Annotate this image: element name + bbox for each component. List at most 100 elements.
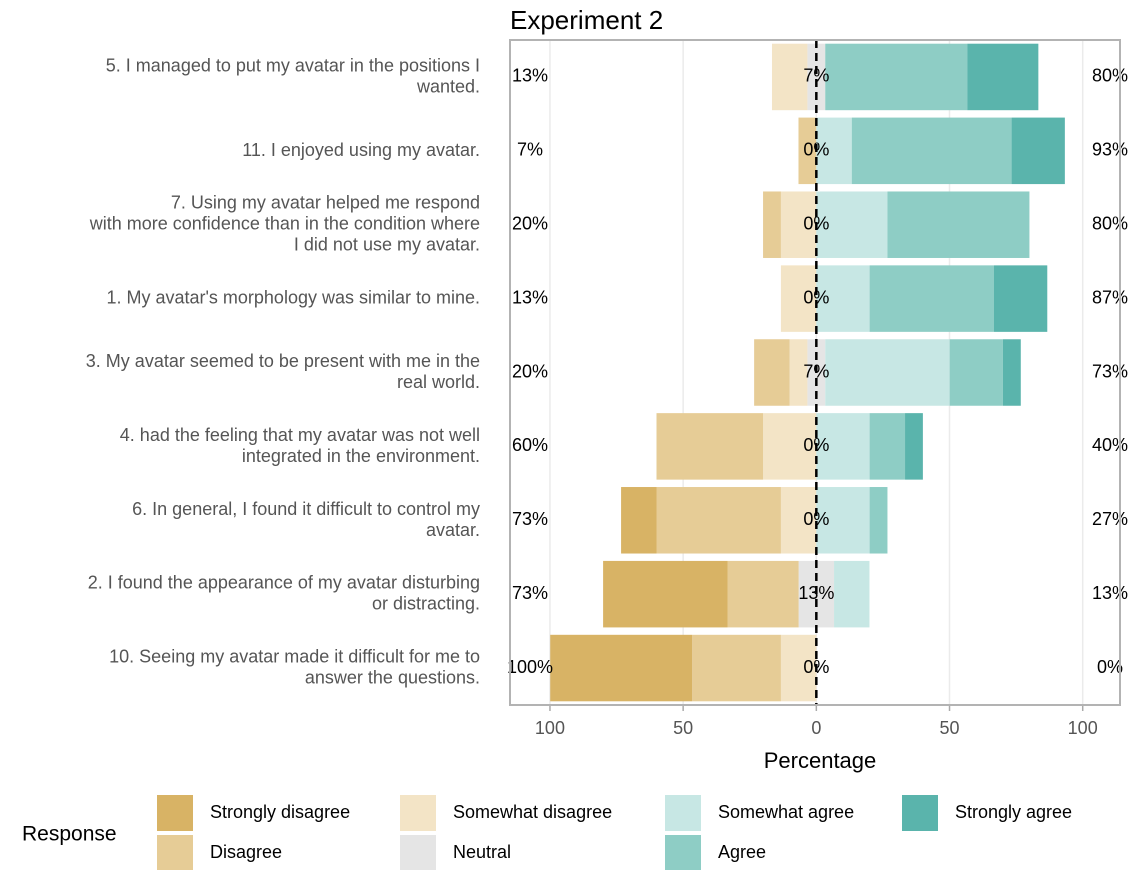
category-label-line: integrated in the environment. [242,446,480,466]
bar-segment [771,43,808,111]
category-label-line: I did not use my avatar. [294,234,480,254]
right-percent-label: 73% [1092,361,1128,381]
x-tick-label: 0 [811,718,821,738]
x-tick-label: 50 [940,718,960,738]
right-percent-label: 0% [1097,657,1123,677]
left-percent-label: 73% [512,583,548,603]
left-percent-label: 60% [512,435,548,455]
right-percent-label: 87% [1092,287,1128,307]
category-label-line: 3. My avatar seemed to be present with m… [86,351,480,371]
bar-segment [780,634,817,702]
bar-segment [816,487,870,554]
right-percent-label: 93% [1092,140,1128,160]
legend-label: Strongly agree [955,802,1072,822]
left-percent-label: 20% [512,213,548,233]
chart-title: Experiment 2 [510,5,663,35]
x-tick-label: 100 [1068,718,1098,738]
category-label: 6. In general, I found it difficult to c… [132,499,480,540]
category-label-line: with more confidence than in the conditi… [89,213,480,233]
legend-label: Neutral [453,842,511,862]
bar-segment [851,117,1012,185]
category-label-line: real world. [397,372,480,392]
right-percent-label: 80% [1092,66,1128,86]
bar-segment [780,191,817,258]
legend-swatch [902,795,938,831]
legend-swatch [665,835,701,870]
category-label: 4. had the feeling that my avatar was no… [120,425,480,466]
legend-label: Disagree [210,842,282,862]
legend-label: Somewhat disagree [453,802,612,822]
legend-swatch [400,795,436,831]
bar-segment [692,634,781,702]
right-percent-label: 40% [1092,435,1128,455]
right-percent-label: 27% [1092,509,1128,529]
right-percent-label: 80% [1092,213,1128,233]
bar-segment [789,339,808,406]
legend-swatch [665,795,701,831]
bar-segment [763,191,781,258]
bar-segment [834,560,870,628]
category-label-line: 11. I enjoyed using my avatar. [242,140,480,160]
category-label-line: avatar. [426,520,480,540]
bar-segment [816,265,870,332]
plot-border [509,39,1121,706]
x-axis-label: Percentage [764,748,877,773]
bar-segment [905,413,923,480]
left-percent-label: 13% [512,66,548,86]
legend-swatch [400,835,436,870]
legend-title: Response [22,823,117,846]
bar-segment [949,339,1003,406]
right-percent-label: 13% [1092,583,1128,603]
bar-segment [869,413,906,480]
x-tick-label: 50 [673,718,693,738]
bar-segment [1011,117,1065,185]
legend-label: Agree [718,842,766,862]
category-label: 10. Seeing my avatar made it difficult f… [109,646,480,687]
category-label-line: 1. My avatar's morphology was similar to… [106,287,480,307]
bar-segment [550,634,693,702]
category-label: 5. I managed to put my avatar in the pos… [106,55,480,96]
category-label-line: 5. I managed to put my avatar in the pos… [106,55,480,75]
bar-segment [816,413,870,480]
bar-segment [621,487,657,554]
category-label: 7. Using my avatar helped me respond with… [89,192,480,254]
legend-label: Strongly disagree [210,802,350,822]
bar-segment [780,265,817,332]
legend-swatch [157,835,193,870]
bar-segment [994,265,1048,332]
x-tick-label: 100 [535,718,565,738]
bar-segment [754,339,790,406]
bar-segment [825,339,950,406]
left-percent-label: 73% [512,509,548,529]
bar-segment [807,43,826,111]
category-label: 2. I found the appearance of my avatar d… [88,572,480,613]
category-label-line: 6. In general, I found it difficult to c… [132,499,480,519]
bar-segment [780,487,817,554]
bar-segment [656,487,781,554]
legend-swatch [157,795,193,831]
bar-segment [656,413,764,480]
category-label-line: 2. I found the appearance of my avatar d… [88,572,480,592]
bar-segment [816,191,888,258]
bar-segment [763,413,817,480]
bar-segment [887,191,1030,258]
category-label: 3. My avatar seemed to be present with m… [86,351,480,392]
legend-label: Somewhat agree [718,802,854,822]
left-percent-label: 13% [512,287,548,307]
left-percent-label: 20% [512,361,548,381]
bar-segment [1002,339,1021,406]
category-label-line: 4. had the feeling that my avatar was no… [120,425,480,445]
bar-segment [798,117,817,185]
left-percent-label: 100% [507,657,553,677]
bar-segment [816,117,852,185]
neutral-percent-label: 0% [803,509,829,529]
category-label-line: or distracting. [372,593,480,613]
bar-segment [603,560,728,628]
bar-segment [869,265,995,332]
bar-segment [869,487,888,554]
category-label-line: 7. Using my avatar helped me respond [171,192,480,212]
bar-segment [825,43,968,111]
left-percent-label: 7% [517,140,543,160]
category-label-line: 10. Seeing my avatar made it difficult f… [109,646,480,666]
